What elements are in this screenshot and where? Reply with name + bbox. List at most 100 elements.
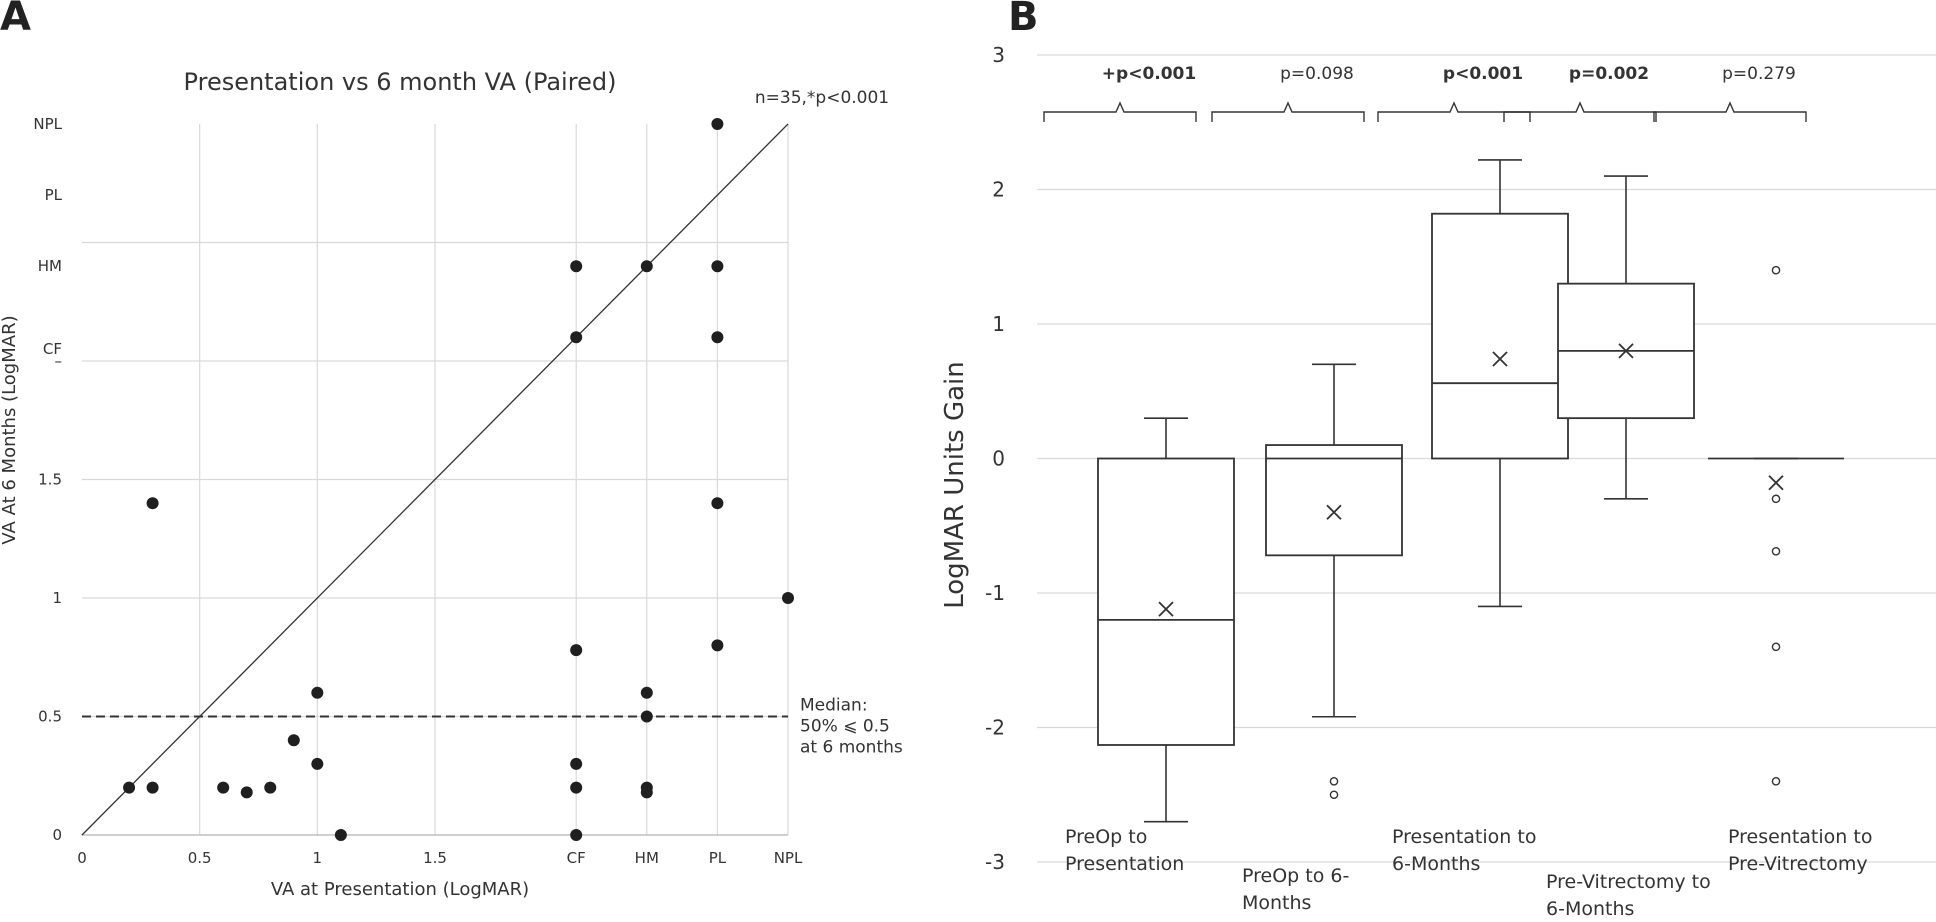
panel-a-x-label: VA at Presentation (LogMAR)	[271, 879, 529, 900]
x-tick-label: 1	[313, 849, 323, 867]
median-label-line: 50% ⩽ 0.5	[800, 717, 890, 737]
y-tick-label: 1	[992, 312, 1005, 336]
outlier-point	[1329, 790, 1339, 800]
outlier-point	[1771, 494, 1781, 504]
p-value-bracket	[1653, 101, 1807, 122]
box-4	[1557, 175, 1695, 500]
panel-b: B 3 2 1 0 -1 -2 -3 +p<0.001 p=0.098 p<0.001 p=0.0…	[940, 0, 1936, 920]
mean-marker	[1326, 504, 1342, 520]
panel-b-p-values: +p<0.001 p=0.098 p<0.001 p=0.002 p=0.279	[1043, 64, 1807, 122]
category-label-line: Presentation	[1065, 853, 1184, 875]
category-label-line: Presentation to	[1392, 826, 1536, 848]
y-tick-label: 0.5	[38, 708, 62, 726]
x-tick-label: PL	[709, 849, 727, 867]
p-value-label: +p<0.001	[1102, 64, 1196, 84]
panel-a-title: Presentation vs 6 month VA (Paired)	[184, 68, 617, 96]
data-point	[311, 686, 324, 699]
data-point	[570, 331, 583, 344]
data-point	[570, 781, 583, 794]
category-label-line: Presentation to	[1728, 826, 1872, 848]
data-point	[711, 331, 724, 344]
data-point	[711, 118, 724, 130]
panel-a-letter: A	[0, 0, 31, 40]
y-tick-label: -3	[985, 850, 1005, 874]
panel-a-reference-lines	[81, 123, 789, 836]
outlier-point	[1771, 265, 1781, 275]
data-point	[287, 734, 300, 747]
data-point	[123, 781, 136, 794]
category-label-line: PreOp to	[1065, 826, 1147, 848]
panel-b-y-ticks: 3 2 1 0 -1 -2 -3	[985, 43, 1005, 874]
panel-a-points	[123, 118, 794, 841]
p-value-bracket	[1211, 101, 1365, 122]
panel-a-y-label: VA At 6 Months (LogMAR)	[0, 315, 20, 544]
data-point	[711, 497, 724, 510]
outlier-point	[1771, 642, 1781, 652]
box-3	[1431, 159, 1569, 608]
box-5	[1708, 265, 1844, 786]
p-value-label: p<0.001	[1443, 64, 1523, 84]
median-label-line: at 6 months	[800, 738, 903, 758]
p-value-bracket	[1503, 101, 1657, 122]
panel-b-y-label: LogMAR Units Gain	[940, 361, 970, 609]
outlier-point	[1771, 547, 1781, 556]
y-tick-label: 0	[52, 826, 62, 844]
panel-a: A Presentation vs 6 month VA (Paired) n=…	[0, 0, 903, 900]
mean-marker	[1618, 343, 1634, 359]
p-value-label: p=0.098	[1280, 64, 1354, 84]
median-label-line: Median:	[800, 696, 868, 716]
x-tick-label: HM	[635, 849, 659, 867]
y-tick-label: -1	[985, 581, 1005, 605]
x-tick-label: NPL	[774, 849, 803, 867]
mean-marker	[1492, 351, 1508, 367]
data-point	[782, 592, 794, 604]
panel-a-grid	[82, 124, 789, 835]
iqr-box	[1097, 457, 1235, 746]
category-label-line: Months	[1242, 892, 1311, 914]
outlier-point	[1771, 777, 1781, 786]
data-point	[334, 829, 347, 841]
data-point	[570, 644, 583, 657]
x-tick-label: 1.5	[423, 849, 447, 867]
panel-a-x-ticks: 0 0.5 1 1.5 CF HM PL NPL	[77, 849, 803, 867]
data-point	[640, 710, 653, 723]
y-tick-label: –	[55, 352, 63, 370]
data-point	[640, 260, 653, 273]
data-point	[570, 757, 583, 770]
y-tick-label: HM	[38, 257, 62, 275]
data-point	[640, 786, 653, 799]
y-tick-label: 1	[52, 589, 62, 607]
data-point	[640, 686, 653, 699]
box-1	[1097, 417, 1235, 823]
category-label-line: 6-Months	[1546, 898, 1634, 920]
p-value-label: p=0.279	[1722, 64, 1796, 84]
data-point	[711, 260, 724, 273]
y-tick-label: 0	[992, 447, 1005, 471]
panel-b-category-labels: PreOp to Presentation PreOp to 6- Months Pre…	[1065, 826, 1872, 920]
category-label-line: Pre-Vitrectomy	[1728, 853, 1868, 875]
y-tick-label: -2	[985, 716, 1005, 740]
panel-a-y-ticks: 0 0.5 1 1.5 –CF HM PL NPL	[33, 115, 62, 844]
data-point	[711, 639, 724, 652]
category-label-line: 6-Months	[1392, 853, 1480, 875]
y-tick-label: NPL	[33, 115, 62, 133]
category-label-line: PreOp to 6-	[1242, 865, 1349, 887]
iqr-box	[1265, 444, 1403, 557]
panel-a-annotation: n=35,*p<0.001	[755, 88, 889, 108]
mean-marker	[1768, 475, 1784, 491]
p-value-bracket	[1043, 101, 1197, 122]
iqr-box	[1431, 212, 1569, 460]
mean-marker	[1158, 601, 1174, 617]
box-2	[1265, 363, 1403, 800]
y-tick-label: 3	[992, 43, 1005, 67]
panel-b-boxes	[1097, 159, 1844, 823]
x-tick-label: 0	[77, 849, 87, 867]
data-point	[240, 786, 253, 799]
median-label: Median:50% ⩽ 0.5at 6 months	[800, 696, 903, 758]
p-value-label: p=0.002	[1569, 64, 1649, 84]
data-point	[570, 260, 583, 273]
y-tick-label: PL	[45, 186, 63, 204]
x-tick-label: CF	[567, 849, 586, 867]
data-point	[146, 781, 159, 794]
